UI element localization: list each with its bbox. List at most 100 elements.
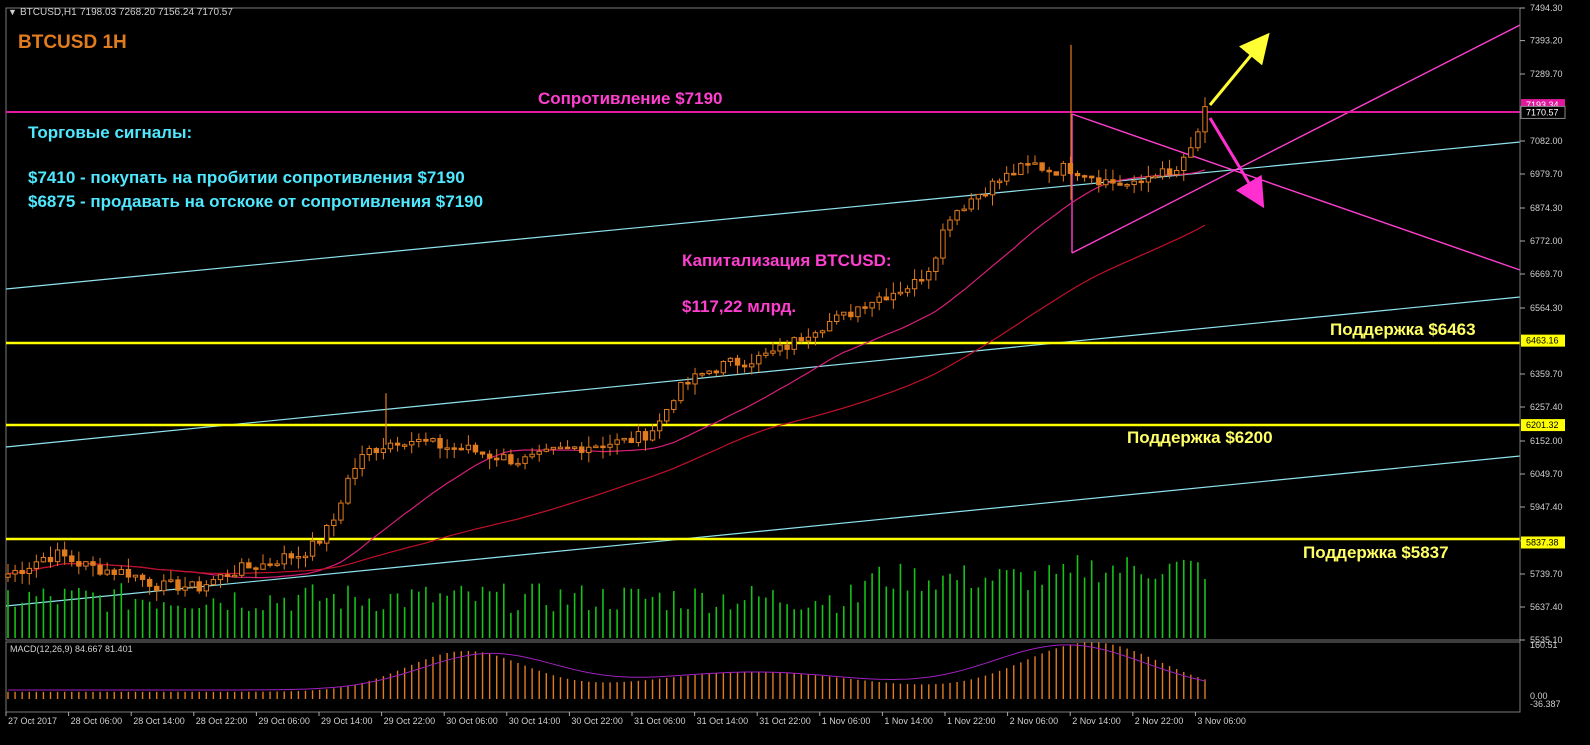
candle-body [727,357,734,363]
candle-body [1131,180,1137,185]
time-tick-label: 28 Oct 14:00 [133,716,185,726]
time-tick-label: 31 Oct 06:00 [634,716,686,726]
candle-body [571,446,578,449]
time-tick-label: 2 Nov 22:00 [1135,716,1184,726]
header-menu-icon[interactable]: ▼ [8,7,17,17]
candle-body [472,444,479,453]
volume-bars [7,555,1206,638]
channel-line-middle [5,296,1521,448]
price-tick-label: 6772.00 [1530,236,1563,246]
price-tick-label: 6359.70 [1530,369,1563,379]
candle-body [1124,183,1130,187]
candle-body [104,569,110,575]
resistance-label: Сопротивление $7190 [538,89,722,108]
candle-body [557,446,564,450]
candle-body [621,437,627,441]
candle-body [805,336,812,342]
price-tag-support2 [1521,419,1565,432]
candle-body [479,451,486,455]
candle-body [281,553,287,565]
candle-body [734,357,741,366]
price-tag-label-support2: 6201.32 [1526,420,1559,430]
candle-body [940,229,946,259]
candle-body [246,562,252,569]
candle-body [380,448,387,454]
price-tick-label: 6049.70 [1530,469,1563,479]
candle-body [125,568,132,578]
candle-body [791,337,797,350]
candle-body [954,210,960,221]
arrow-down [1208,117,1265,209]
candle-body [26,567,32,575]
candle-body [33,561,40,569]
time-tick-label: 2 Nov 06:00 [1010,716,1059,726]
candle-body [635,431,642,443]
candle-body [1195,131,1201,149]
candle-body [1046,169,1052,173]
candle-body [309,540,316,557]
candle-body [111,569,117,575]
candle-body [274,563,280,566]
price-tick-label: 6979.70 [1530,169,1563,179]
candle-body [132,574,139,578]
triangle-upper-line [1071,113,1521,271]
candlesticks [5,44,1208,601]
candle-body [409,441,415,446]
candle-body [401,444,408,447]
candle-body [366,448,372,456]
triangle-lower-line [1071,24,1521,254]
candle-body [210,579,217,586]
time-tick-label: 2 Nov 14:00 [1072,716,1121,726]
candle-body [189,581,195,588]
time-tick-label: 1 Nov 22:00 [947,716,996,726]
candle-body [536,450,542,455]
candle-body [784,344,790,350]
candle-body [352,467,358,479]
candle-body [458,447,465,451]
candle-body [1088,175,1095,179]
signal-sell: $6875 - продавать на отскоке от сопротив… [28,192,483,211]
price-tag-support1 [1521,334,1565,347]
candle-body [890,292,897,301]
candle-body [897,291,904,295]
candle-body [664,408,670,422]
candle-body [770,350,776,354]
candle-body [593,445,599,449]
candle-body [97,564,103,575]
candle-body [182,586,188,591]
candle-body [918,278,925,282]
candle-body [642,431,649,441]
candle-body [656,420,663,432]
candle-body [416,438,422,443]
candle-body [692,373,698,385]
price-tick-label: 5739.70 [1530,569,1563,579]
candle-body [982,193,989,197]
time-tick-label: 29 Oct 14:00 [321,716,373,726]
candle-body [579,446,585,453]
time-tick-label: 28 Oct 22:00 [196,716,248,726]
candle-body [1032,162,1038,165]
candle-body [706,370,712,374]
price-tag-label-current: 7170.57 [1526,107,1559,117]
candle-body [826,321,833,332]
candle-body [522,456,528,464]
candle-body [1060,162,1067,176]
candle-body [1074,172,1081,177]
candle-body [373,448,380,454]
candle-body [359,454,365,469]
candle-body [1138,180,1144,184]
price-tick-label: 6564.30 [1530,303,1563,313]
header-instrument: BTCUSD,H1 [20,7,77,18]
candle-body [217,574,224,581]
candle-body [515,462,521,466]
time-tick-label: 29 Oct 22:00 [384,716,436,726]
price-tag-label-support1: 6463.16 [1526,336,1559,346]
time-tick-label: 30 Oct 14:00 [509,716,561,726]
candle-body [1166,168,1173,176]
candle-body [1081,175,1088,178]
candle-body [671,400,677,410]
candle-body [19,569,25,575]
price-tick-label: 6669.70 [1530,269,1563,279]
candle-body [798,337,804,342]
